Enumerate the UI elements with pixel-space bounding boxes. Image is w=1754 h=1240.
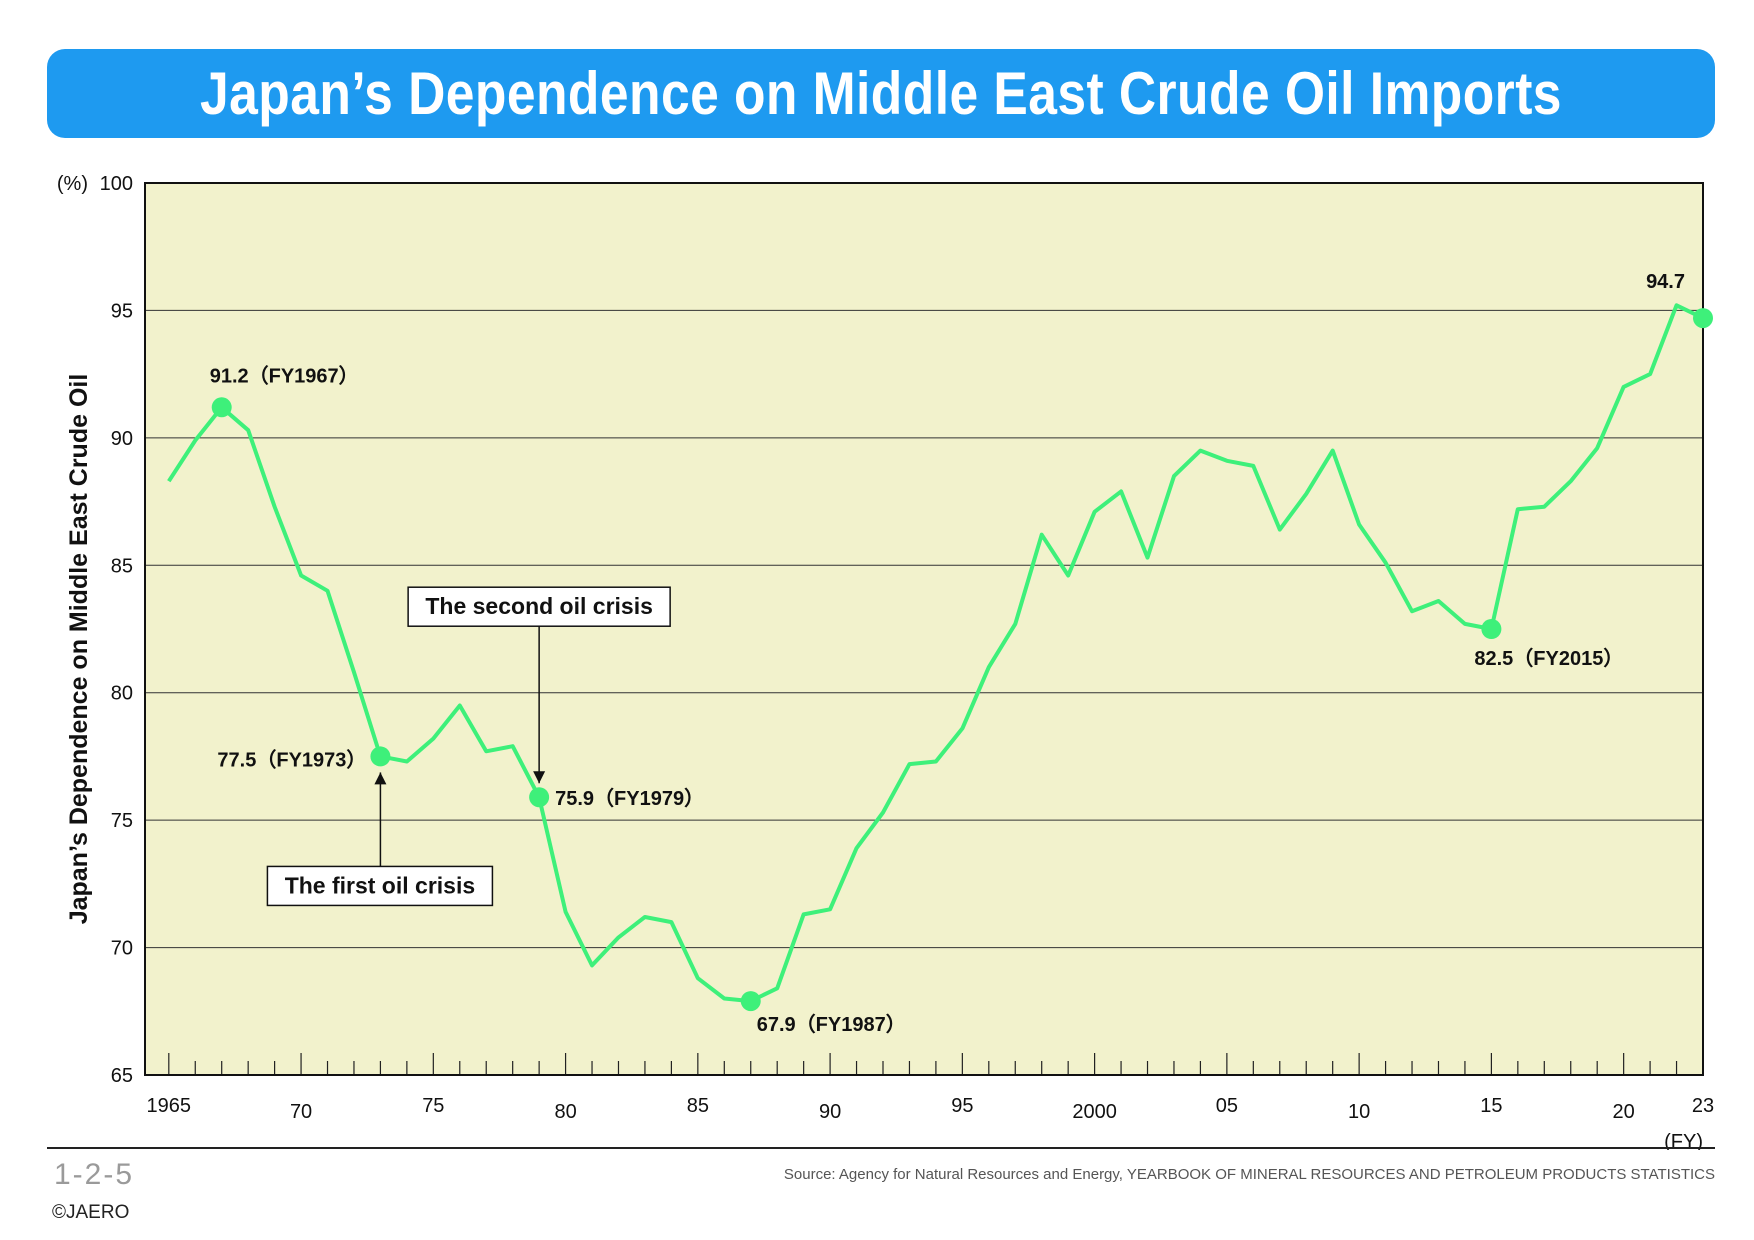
y-unit-label: (%)	[57, 173, 88, 195]
annotation-text: The first oil crisis	[285, 872, 475, 898]
annotation-arrow-head	[374, 772, 387, 785]
data-label: 82.5（FY2015）	[1474, 647, 1623, 670]
x-tick-label: 95	[951, 1095, 973, 1117]
highlight-point	[529, 787, 550, 808]
y-tick-label: 80	[111, 683, 133, 705]
highlight-point	[740, 991, 761, 1012]
x-tick-label: 23	[1692, 1095, 1714, 1117]
y-tick-label: 90	[111, 428, 133, 450]
annotation-box	[266, 865, 494, 907]
x-tick-label: 70	[290, 1101, 312, 1123]
copyright-notice: ©JAERO	[52, 1202, 130, 1223]
y-tick-label: 95	[111, 300, 133, 322]
footer-divider	[47, 1147, 1715, 1149]
chart-title: Japan’s Dependence on Middle East Crude …	[200, 60, 1562, 127]
y-tick-label: 70	[111, 938, 133, 960]
source-note: Source: Agency for Natural Resources and…	[783, 1166, 1715, 1183]
highlight-point	[1481, 619, 1502, 639]
highlight-point	[1693, 308, 1713, 329]
annotation-text: The second oil crisis	[425, 593, 653, 619]
plot-area	[145, 183, 1703, 1075]
data-label: 67.9（FY1987）	[757, 1013, 906, 1036]
x-unit-label: (FY)	[1664, 1131, 1703, 1150]
x-tick-label: 80	[554, 1101, 576, 1123]
highlight-point	[211, 397, 232, 418]
x-tick-label: 15	[1480, 1095, 1502, 1117]
line-chart: 65 70 75 80 85 90 95 100 (%) 1965 70 75 80 85 90 95 2000…	[57, 173, 1714, 1150]
y-tick-label: 75	[111, 810, 133, 832]
y-tick-label: 100	[100, 173, 133, 195]
title-banner: Japan’s Dependence on Middle East Crude …	[47, 49, 1715, 138]
x-tick-label: 1965	[147, 1095, 192, 1117]
x-tick-label: 10	[1348, 1101, 1370, 1123]
data-label: 77.5（FY1973）	[217, 748, 366, 771]
data-label: 91.2（FY1967）	[210, 364, 359, 387]
data-label: 75.9（FY1979）	[555, 787, 704, 810]
figure-number: 1-2-5	[54, 1158, 135, 1191]
data-label: 94.7	[1646, 271, 1685, 293]
x-tick-label: 90	[819, 1101, 841, 1123]
y-axis-title: Japan’s Dependence on Middle East Crude …	[65, 374, 93, 925]
y-tick-label: 65	[111, 1065, 133, 1087]
annotation-arrow-head	[533, 771, 546, 784]
plot-frame	[144, 182, 1704, 1076]
highlight-point	[370, 746, 391, 767]
x-tick-label: 2000	[1072, 1101, 1117, 1123]
series-line	[167, 303, 1704, 1004]
annotation-box	[407, 586, 671, 627]
y-tick-label: 85	[111, 555, 133, 577]
x-tick-label: 75	[422, 1095, 444, 1117]
x-tick-label: 85	[687, 1095, 709, 1117]
x-tick-label: 20	[1613, 1101, 1635, 1123]
x-tick-label: 05	[1216, 1095, 1238, 1117]
